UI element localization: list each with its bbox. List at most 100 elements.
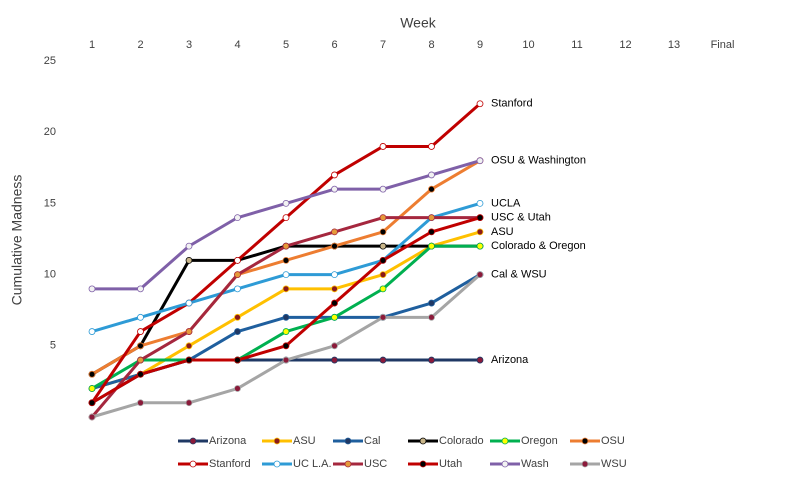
x-tick-label: 1 (89, 39, 95, 51)
data-point (88, 370, 96, 378)
data-point (234, 356, 241, 364)
data-point (476, 100, 484, 108)
data-point (331, 242, 338, 250)
data-point (428, 356, 435, 364)
data-point (379, 242, 387, 250)
data-point (137, 370, 144, 378)
data-point (137, 328, 144, 335)
annotation: UCLA (491, 197, 521, 209)
data-point (88, 413, 96, 421)
legend-marker (419, 460, 427, 468)
data-point (185, 256, 193, 264)
data-point (282, 271, 290, 279)
x-axis-label: Week (400, 15, 437, 31)
data-point (331, 171, 338, 179)
annotation: Arizona (491, 354, 529, 366)
data-point (331, 356, 338, 364)
legend-marker (273, 460, 281, 468)
data-point (282, 342, 290, 350)
legend-label: UC L.A. (293, 458, 332, 470)
data-point (234, 285, 241, 293)
data-point (379, 356, 387, 364)
data-point (379, 228, 387, 236)
data-point (379, 256, 387, 264)
data-point (379, 285, 387, 293)
annotation: Colorado & Oregon (491, 240, 586, 252)
x-tick-label: 3 (186, 39, 192, 51)
data-point (88, 399, 96, 407)
x-tick-label: Final (711, 39, 735, 51)
legend-marker (419, 437, 427, 445)
legend-marker (501, 460, 509, 468)
data-point (282, 313, 290, 321)
annotation: Cal & WSU (491, 269, 547, 281)
y-tick-label: 25 (44, 55, 56, 67)
data-point (379, 143, 387, 150)
data-point (234, 385, 241, 392)
data-point (428, 299, 435, 307)
data-point (185, 356, 193, 364)
legend-marker (581, 437, 589, 445)
data-point (331, 313, 338, 321)
data-point (476, 228, 484, 236)
data-point (137, 399, 144, 407)
data-point (379, 313, 387, 321)
data-point (379, 214, 387, 222)
data-point (428, 143, 435, 150)
data-point (379, 271, 387, 279)
legend-marker (273, 437, 281, 445)
data-point (379, 185, 387, 193)
data-point (282, 199, 290, 207)
data-point (282, 256, 290, 264)
legend-marker (344, 460, 352, 468)
x-tick-label: 4 (234, 39, 240, 51)
legend-label: Arizona (209, 435, 247, 447)
x-tick-label: 12 (619, 39, 631, 51)
data-point (234, 328, 241, 335)
data-point (234, 256, 241, 264)
data-point (476, 214, 484, 222)
x-tick-label: 8 (428, 39, 434, 51)
data-point (282, 328, 290, 335)
y-tick-label: 20 (44, 126, 56, 138)
data-point (282, 285, 290, 293)
legend-label: Oregon (521, 435, 558, 447)
data-point (428, 171, 435, 179)
data-point (331, 285, 338, 293)
x-tick-label: 11 (571, 39, 582, 51)
x-tick-label: 6 (331, 39, 337, 51)
legend-label: ASU (293, 435, 316, 447)
data-point (137, 356, 144, 364)
legend-label: Utah (439, 458, 462, 470)
data-point (185, 399, 193, 407)
data-point (185, 299, 193, 307)
legend-label: Cal (364, 435, 381, 447)
x-tick-label: 5 (283, 39, 289, 51)
data-point (428, 214, 435, 222)
y-tick-label: 5 (50, 340, 56, 352)
data-point (185, 328, 193, 335)
data-point (428, 313, 435, 321)
data-point (476, 271, 484, 279)
x-tick-label: 13 (668, 39, 680, 51)
data-point (88, 385, 96, 392)
y-tick-label: 15 (44, 197, 56, 209)
legend-label: Colorado (439, 435, 484, 447)
data-point (185, 242, 193, 250)
data-point (234, 214, 241, 222)
legend-marker (344, 437, 352, 445)
legend-label: OSU (601, 435, 625, 447)
data-point (137, 342, 144, 350)
annotation: ASU (491, 226, 514, 238)
data-point (428, 228, 435, 236)
data-point (88, 285, 96, 293)
data-point (476, 157, 484, 165)
data-point (331, 271, 338, 279)
annotation: Stanford (491, 98, 533, 110)
data-point (282, 242, 290, 250)
legend-marker (189, 437, 197, 445)
data-point (234, 313, 241, 321)
y-tick-label: 10 (44, 269, 56, 281)
annotation: USC & Utah (491, 212, 551, 224)
